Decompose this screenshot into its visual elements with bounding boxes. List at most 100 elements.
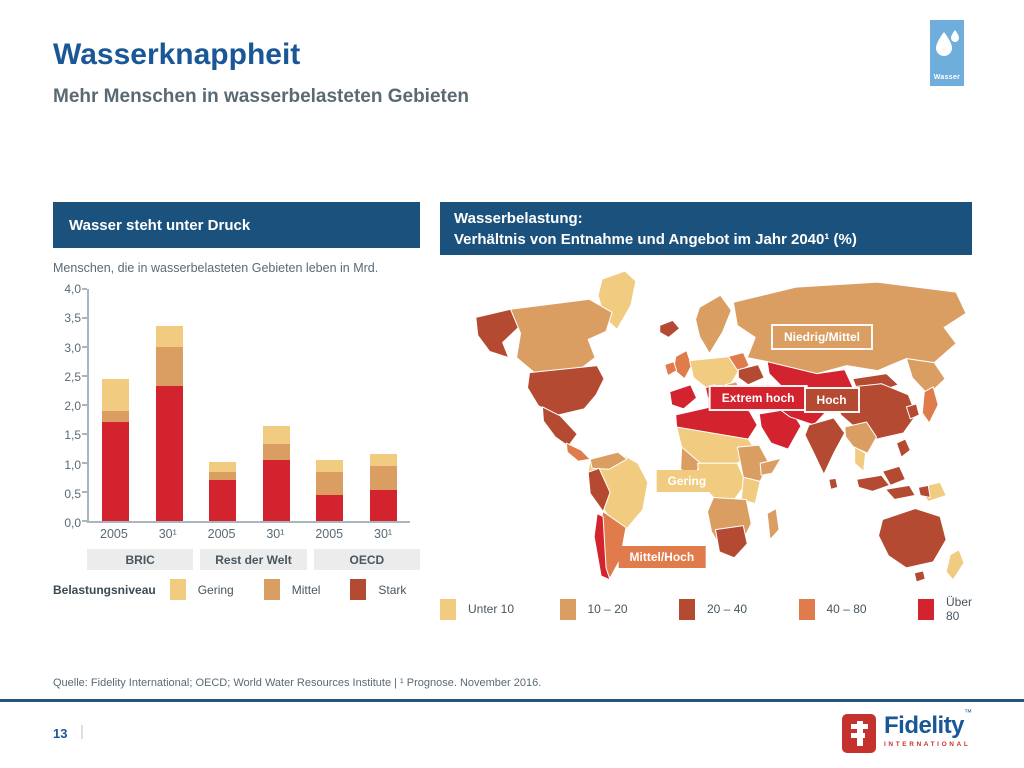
legend-item: Stark bbox=[350, 579, 406, 600]
bar-chart-caption: Menschen, die in wasserbelasteten Gebiet… bbox=[53, 261, 379, 275]
bars bbox=[89, 289, 410, 521]
legend-item: 20 – 40 bbox=[679, 598, 799, 620]
water-droplets-icon bbox=[936, 30, 959, 56]
bar-segment-gering bbox=[262, 426, 290, 444]
bar-segment-mittel bbox=[209, 471, 237, 481]
page-title: Wasserknappheit bbox=[53, 38, 301, 71]
bar-segment-gering bbox=[316, 460, 344, 472]
bar-segment-gering bbox=[209, 461, 237, 472]
map-header-line1: Wasserbelastung: bbox=[454, 209, 583, 227]
page-number: 13 bbox=[53, 726, 68, 741]
bar-chart-header: Wasser steht unter Druck bbox=[53, 202, 420, 248]
stacked-bar bbox=[102, 289, 130, 521]
legend-item: Mittel bbox=[263, 579, 321, 600]
y-tick-label: 4,0 bbox=[64, 282, 81, 296]
y-tick-label: 2,0 bbox=[64, 399, 81, 413]
y-axis: 0,0 0,5 1,0 1,5 2,0 2,5 3,0 3,5 4,0 bbox=[53, 282, 81, 530]
y-tick-mark bbox=[82, 375, 87, 377]
map-header: Wasserbelastung: Verhältnis von Entnahme… bbox=[440, 202, 972, 255]
plot-area bbox=[82, 288, 410, 523]
bar-chart-header-text: Wasser steht unter Druck bbox=[69, 216, 251, 234]
legend-item: Unter 10 bbox=[440, 598, 560, 620]
legend-item: Über 80 bbox=[918, 595, 972, 623]
y-tick-mark bbox=[82, 433, 87, 435]
footer-divider bbox=[0, 699, 1024, 702]
stacked-bar-chart: 0,0 0,5 1,0 1,5 2,0 2,5 3,0 3,5 4,0 2005 30¹ 2005 3… bbox=[53, 281, 420, 543]
category-group-label: Rest der Welt bbox=[200, 549, 307, 570]
bar-segment-mittel bbox=[369, 465, 397, 491]
x-axis-label: 2005 bbox=[315, 527, 344, 541]
bar-segment-gering bbox=[155, 325, 183, 348]
category-group-label: BRIC bbox=[87, 549, 194, 570]
stacked-bar bbox=[209, 289, 237, 521]
y-tick-mark bbox=[82, 404, 87, 406]
legend-swatch bbox=[169, 579, 186, 600]
y-tick-mark bbox=[82, 491, 87, 493]
legend-title: Belastungsniveau bbox=[53, 582, 156, 597]
legend-swatch bbox=[679, 598, 695, 620]
bar-chart-legend: Belastungsniveau Gering Mittel Stark bbox=[53, 579, 420, 600]
legend-swatch bbox=[263, 579, 280, 600]
map-header-line2: Verhältnis von Entnahme und Angebot im J… bbox=[454, 230, 857, 248]
fidelity-logo: Fidelity™ INTERNATIONAL bbox=[842, 708, 972, 753]
water-theme-badge: Wasser bbox=[930, 20, 964, 86]
map-label-mittel-hoch: Mittel/Hoch bbox=[618, 546, 706, 569]
legend-swatch bbox=[918, 598, 934, 620]
bar-segment-mittel bbox=[316, 471, 344, 495]
legend-item: 10 – 20 bbox=[559, 598, 680, 620]
legend-item: 40 – 80 bbox=[798, 598, 919, 620]
bar-chart-panel: Wasser steht unter Druck Menschen, die i… bbox=[53, 202, 420, 600]
page-subtitle: Mehr Menschen in wasserbelasteten Gebiet… bbox=[53, 86, 470, 107]
fidelity-brand-text: Fidelity bbox=[884, 712, 965, 739]
stacked-bar bbox=[155, 289, 183, 521]
bar-segment-mittel bbox=[102, 410, 130, 423]
legend-label: 40 – 80 bbox=[826, 602, 867, 616]
bar-segment-stark bbox=[102, 422, 130, 521]
x-axis-label: 2005 bbox=[207, 527, 236, 541]
map-legend: Unter 10 10 – 20 20 – 40 40 – 80 Über 80 bbox=[440, 595, 972, 623]
map-label-niedrig-mittel: Niedrig/Mittel bbox=[770, 323, 873, 350]
y-tick-mark bbox=[82, 462, 87, 464]
y-tick-label: 0,0 bbox=[64, 516, 81, 530]
y-tick-label: 1,5 bbox=[64, 428, 81, 443]
bar-segment-mittel bbox=[262, 443, 290, 461]
legend-items: Gering Mittel Stark bbox=[169, 579, 406, 600]
legend-label: 20 – 40 bbox=[707, 602, 748, 616]
y-tick-label: 2,5 bbox=[64, 369, 81, 384]
map-label-gering: Gering bbox=[656, 470, 718, 493]
legend-label: Stark bbox=[378, 582, 407, 597]
bar-segment-stark bbox=[316, 494, 344, 521]
water-badge-label: Wasser bbox=[933, 74, 961, 81]
legend-swatch bbox=[440, 598, 456, 620]
map-panel: Wasserbelastung: Verhältnis von Entnahme… bbox=[440, 202, 972, 623]
bar-segment-stark bbox=[155, 385, 183, 521]
stacked-bar bbox=[369, 289, 397, 521]
y-tick-mark bbox=[82, 288, 87, 290]
source-note: Quelle: Fidelity International; OECD; Wo… bbox=[53, 677, 542, 689]
legend-swatch bbox=[350, 579, 367, 600]
world-map: Niedrig/Mittel Extrem hoch Hoch Gering Mitte… bbox=[440, 265, 972, 587]
y-tick-label: 3,5 bbox=[64, 311, 81, 326]
x-axis-label: 30¹ bbox=[266, 527, 285, 541]
trademark-symbol: ™ bbox=[964, 708, 973, 717]
bar-segment-stark bbox=[262, 460, 290, 521]
y-tick-label: 3,0 bbox=[64, 340, 81, 355]
y-tick-mark bbox=[82, 520, 87, 522]
bar-segment-gering bbox=[369, 454, 397, 466]
legend-label: Mittel bbox=[291, 582, 321, 597]
page-number-separator: | bbox=[80, 723, 84, 740]
legend-swatch bbox=[559, 598, 576, 620]
bar-segment-stark bbox=[209, 480, 237, 521]
y-tick-mark bbox=[82, 346, 87, 348]
world-map-svg bbox=[475, 270, 967, 583]
fidelity-f-icon bbox=[842, 714, 876, 753]
legend-label: Gering bbox=[197, 582, 234, 597]
bar-segment-mittel bbox=[155, 347, 183, 386]
bar-segment-gering bbox=[102, 378, 130, 411]
y-tick-label: 0,5 bbox=[64, 486, 81, 501]
bar-segment-stark bbox=[369, 490, 397, 521]
x-axis-label: 30¹ bbox=[374, 527, 393, 541]
x-axis-label: 30¹ bbox=[158, 527, 177, 541]
category-group-row: BRIC Rest der Welt OECD bbox=[87, 549, 420, 570]
